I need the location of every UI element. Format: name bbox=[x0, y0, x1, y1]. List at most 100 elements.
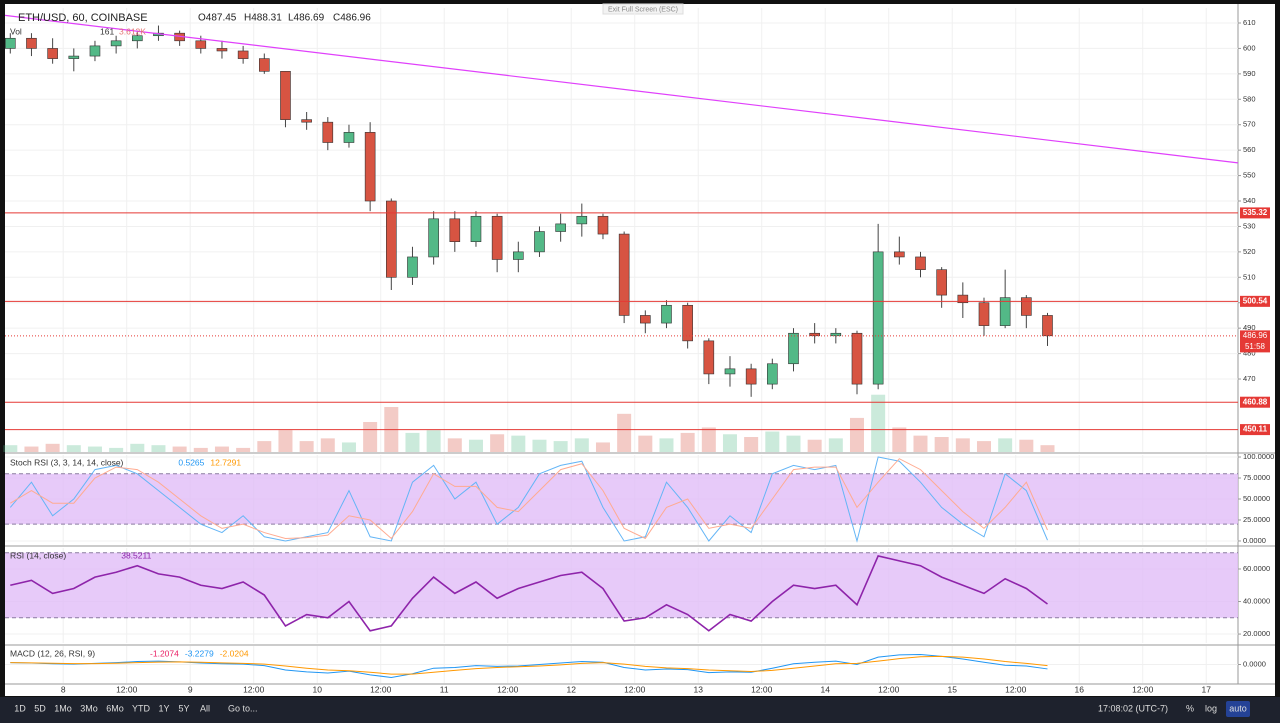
candle-body bbox=[259, 58, 270, 72]
volume-bar bbox=[363, 422, 378, 452]
candle-body bbox=[597, 215, 609, 235]
volume-bar bbox=[722, 434, 737, 452]
y-tick-label: 600 bbox=[1243, 43, 1256, 52]
candle-body bbox=[957, 294, 969, 304]
candle-body bbox=[386, 200, 397, 278]
volume-bar bbox=[934, 437, 949, 452]
indicator-line bbox=[10, 555, 1048, 632]
candle-body bbox=[4, 37, 16, 49]
candle-body bbox=[237, 50, 249, 59]
volume-bar bbox=[892, 427, 907, 452]
range-button[interactable]: 5D bbox=[34, 703, 46, 713]
bottom-toolbar: 1D 5D 1Mo 3Mo 6Mo YTD 1Y 5Y All Go to... 17:08:02 … bbox=[0, 697, 1280, 723]
range-button[interactable]: 3Mo bbox=[80, 703, 98, 713]
candle-body bbox=[89, 45, 101, 57]
x-tick-label: 12:00 bbox=[243, 684, 265, 694]
candle-body bbox=[745, 368, 757, 385]
pane-title: MACD (12, 26, RSI, 9) bbox=[10, 648, 95, 658]
y-tick-label: 610 bbox=[1243, 18, 1256, 27]
y-tick-label: 590 bbox=[1243, 69, 1256, 78]
candle-body bbox=[364, 132, 376, 202]
log-button[interactable]: log bbox=[1205, 703, 1217, 713]
range-button[interactable]: 1Y bbox=[158, 703, 169, 713]
goto-button[interactable]: Go to... bbox=[228, 703, 258, 713]
volume-bar bbox=[913, 435, 928, 452]
candle-body bbox=[131, 35, 143, 42]
pane-title: RSI (14, close) bbox=[10, 550, 66, 560]
last-price-tag bbox=[1240, 330, 1270, 353]
candle-body bbox=[703, 340, 715, 375]
price-line-label: 535.32 bbox=[1243, 208, 1268, 217]
last-price-label: 486.96 bbox=[1243, 331, 1268, 340]
y-tick-label: 510 bbox=[1243, 272, 1256, 281]
y-tick-label: 20.0000 bbox=[1243, 629, 1270, 638]
x-tick-label: 10 bbox=[312, 684, 322, 694]
volume-bar bbox=[193, 447, 208, 452]
indicator-line bbox=[10, 655, 1048, 675]
volume-bar bbox=[807, 439, 822, 452]
candle-body bbox=[555, 223, 566, 232]
volume-bar bbox=[299, 441, 314, 452]
volume-bar bbox=[701, 427, 716, 452]
range-button[interactable]: All bbox=[200, 703, 210, 713]
candle-body bbox=[407, 256, 418, 278]
volume-bar bbox=[130, 443, 145, 452]
x-tick-label: 17 bbox=[1202, 684, 1212, 694]
x-tick-label: 13 bbox=[693, 684, 703, 694]
y-tick-label: 480 bbox=[1243, 349, 1256, 358]
legend-value: -2.0204 bbox=[220, 648, 249, 658]
volume-bar bbox=[447, 438, 462, 452]
candle-body bbox=[724, 368, 736, 375]
price-line-label: 460.88 bbox=[1243, 397, 1268, 406]
volume-bar bbox=[638, 435, 653, 452]
volume-bar bbox=[320, 438, 335, 452]
symbol-title: ETH/USD, 60, COINBASE bbox=[18, 12, 148, 24]
volume-bar bbox=[998, 438, 1013, 452]
exit-fullscreen-button[interactable] bbox=[602, 3, 684, 15]
volume-bar bbox=[680, 432, 695, 452]
x-tick-label: 12 bbox=[566, 684, 576, 694]
candle-body bbox=[195, 40, 207, 49]
price-line-label: 500.54 bbox=[1243, 296, 1268, 305]
y-tick-label: 25.0000 bbox=[1243, 515, 1270, 524]
candle-body bbox=[661, 304, 672, 324]
range-button[interactable]: 1Mo bbox=[54, 703, 72, 713]
candle-body bbox=[767, 363, 778, 385]
candle-body bbox=[110, 40, 122, 47]
countdown-label: 51:58 bbox=[1245, 342, 1266, 351]
range-button[interactable]: 1D bbox=[14, 703, 26, 713]
volume-bar bbox=[659, 438, 674, 452]
auto-button[interactable]: auto bbox=[1229, 703, 1247, 713]
percent-button[interactable]: % bbox=[1186, 703, 1194, 713]
volume-bar bbox=[595, 442, 610, 452]
price-line-tag bbox=[1240, 396, 1270, 408]
ohlc-label: L486.69 bbox=[288, 13, 325, 24]
price-line-label: 450.11 bbox=[1243, 425, 1268, 434]
pane-title: Stoch RSI (3, 3, 14, 14, close) bbox=[10, 457, 124, 467]
candle-body bbox=[216, 48, 228, 52]
volume-bar bbox=[278, 430, 293, 452]
candle-body bbox=[999, 297, 1011, 326]
clock: 17:08:02 (UTC-7) bbox=[1098, 703, 1168, 713]
exit-fullscreen-label[interactable]: Exit Full Screen (ESC) bbox=[608, 6, 678, 13]
range-button[interactable]: 6Mo bbox=[106, 703, 124, 713]
y-tick-label: 560 bbox=[1243, 145, 1256, 154]
volume-bar bbox=[490, 434, 505, 452]
range-button[interactable]: YTD bbox=[132, 703, 151, 713]
range-button[interactable]: 5Y bbox=[178, 703, 189, 713]
volume-bar bbox=[511, 435, 526, 452]
x-tick-label: 15 bbox=[948, 684, 958, 694]
x-tick-label: 12:00 bbox=[116, 684, 138, 694]
candle-body bbox=[894, 251, 905, 258]
price-line-tag bbox=[1240, 295, 1270, 307]
volume-bar bbox=[66, 445, 81, 452]
volume-bar bbox=[87, 446, 102, 452]
ohlc-label: H488.31 bbox=[244, 13, 282, 24]
candle-body bbox=[449, 218, 461, 242]
y-tick-label: 550 bbox=[1243, 171, 1256, 180]
volume-bar bbox=[426, 430, 441, 452]
volume-bar bbox=[828, 438, 843, 452]
volume-bar bbox=[765, 431, 780, 452]
x-tick-label: 12:00 bbox=[497, 684, 519, 694]
x-tick-label: 12:00 bbox=[878, 684, 900, 694]
